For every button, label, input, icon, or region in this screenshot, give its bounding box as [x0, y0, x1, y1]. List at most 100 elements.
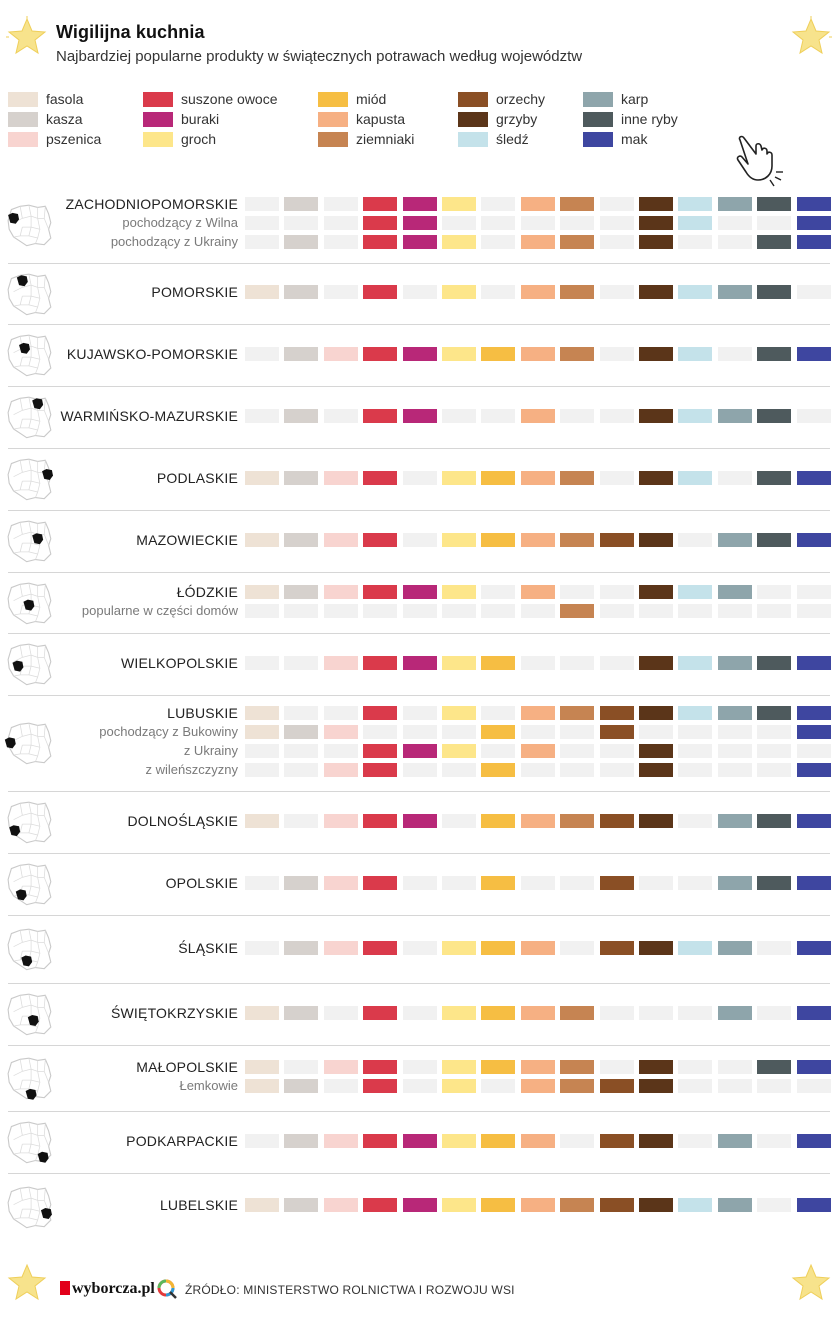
cell-fasola: [245, 585, 279, 599]
row-separator: [8, 695, 830, 696]
cell-pszenica: [324, 235, 358, 249]
legend-label: groch: [181, 131, 217, 147]
poland-map-icon: [7, 334, 52, 377]
cell-mak: [797, 604, 831, 618]
legend-label: grzyby: [496, 111, 538, 127]
cell-grzyby: [639, 1060, 673, 1074]
cell-pszenica: [324, 1060, 358, 1074]
cell-orzechy: [600, 876, 634, 890]
cell-buraki: [403, 533, 437, 547]
cell-inne_ryby: [757, 814, 791, 828]
cell-karp: [718, 471, 752, 485]
cell-mak: [797, 216, 831, 230]
cell-pszenica: [324, 876, 358, 890]
row-separator: [8, 1045, 830, 1046]
subgroup-label: pochodzący z Bukowiny: [99, 724, 238, 739]
cell-mak: [797, 347, 831, 361]
cell-suszone_owoce: [363, 744, 397, 758]
cell-grzyby: [639, 471, 673, 485]
cell-buraki: [403, 409, 437, 423]
cell-sledz: [678, 285, 712, 299]
cell-karp: [718, 604, 752, 618]
cell-mak: [797, 706, 831, 720]
cell-suszone_owoce: [363, 585, 397, 599]
cell-miod: [481, 814, 515, 828]
cell-mak: [797, 656, 831, 670]
cell-inne_ryby: [757, 876, 791, 890]
cell-grzyby: [639, 1198, 673, 1212]
cell-fasola: [245, 604, 279, 618]
cell-fasola: [245, 1079, 279, 1093]
cell-kasza: [284, 744, 318, 758]
cell-mak: [797, 533, 831, 547]
cell-pszenica: [324, 725, 358, 739]
legend-swatch: [8, 92, 38, 107]
cell-ziemniaki: [560, 763, 594, 777]
cell-kapusta: [521, 744, 555, 758]
cell-pszenica: [324, 347, 358, 361]
cell-sledz: [678, 1198, 712, 1212]
cell-kapusta: [521, 216, 555, 230]
star-icon: [791, 1263, 831, 1301]
cell-buraki: [403, 235, 437, 249]
cell-ziemniaki: [560, 471, 594, 485]
poland-map-icon: [7, 273, 52, 316]
cell-sledz: [678, 585, 712, 599]
cell-groch: [442, 656, 476, 670]
cell-groch: [442, 533, 476, 547]
cell-grzyby: [639, 763, 673, 777]
cell-inne_ryby: [757, 1006, 791, 1020]
cell-orzechy: [600, 744, 634, 758]
region-name: PODLASKIE: [156, 470, 238, 486]
row-separator: [8, 386, 830, 387]
cell-suszone_owoce: [363, 471, 397, 485]
cell-kasza: [284, 533, 318, 547]
row-separator: [8, 1111, 830, 1112]
cell-buraki: [403, 471, 437, 485]
cell-suszone_owoce: [363, 604, 397, 618]
cell-groch: [442, 1079, 476, 1093]
cell-miod: [481, 409, 515, 423]
cell-grzyby: [639, 604, 673, 618]
cell-ziemniaki: [560, 585, 594, 599]
cell-inne_ryby: [757, 706, 791, 720]
cell-sledz: [678, 604, 712, 618]
legend-label: orzechy: [496, 91, 546, 107]
legend-swatch: [8, 132, 38, 147]
cell-karp: [718, 409, 752, 423]
cell-orzechy: [600, 604, 634, 618]
legend-swatch: [583, 112, 613, 127]
region-name: ŚLĄSKIE: [178, 940, 238, 956]
subgroup-label: z Ukrainy: [183, 743, 238, 758]
legend-swatch: [318, 92, 348, 107]
cell-groch: [442, 876, 476, 890]
cell-buraki: [403, 876, 437, 890]
cell-groch: [442, 1060, 476, 1074]
brand-logo: wyborcza.pl: [60, 1280, 155, 1298]
cell-orzechy: [600, 763, 634, 777]
cell-groch: [442, 585, 476, 599]
cell-groch: [442, 1006, 476, 1020]
cell-inne_ryby: [757, 347, 791, 361]
cell-kapusta: [521, 1060, 555, 1074]
cell-fasola: [245, 744, 279, 758]
hand-pointer-icon: [736, 135, 783, 187]
cell-grzyby: [639, 706, 673, 720]
row-separator: [8, 324, 830, 325]
region-name: KUJAWSKO-POMORSKIE: [66, 346, 238, 362]
cell-miod: [481, 1198, 515, 1212]
poland-map-icon: [7, 582, 52, 625]
legend-swatch: [8, 112, 38, 127]
cell-kasza: [284, 941, 318, 955]
cell-buraki: [403, 1060, 437, 1074]
cell-inne_ryby: [757, 1079, 791, 1093]
cell-buraki: [403, 1006, 437, 1020]
legend-label: suszone owoce: [181, 91, 278, 107]
region-name: LUBELSKIE: [159, 1197, 238, 1213]
cell-sledz: [678, 706, 712, 720]
cell-kasza: [284, 604, 318, 618]
star-icon: [7, 1263, 47, 1301]
cell-ziemniaki: [560, 1006, 594, 1020]
region-name: LUBUSKIE: [167, 705, 238, 721]
cell-groch: [442, 197, 476, 211]
